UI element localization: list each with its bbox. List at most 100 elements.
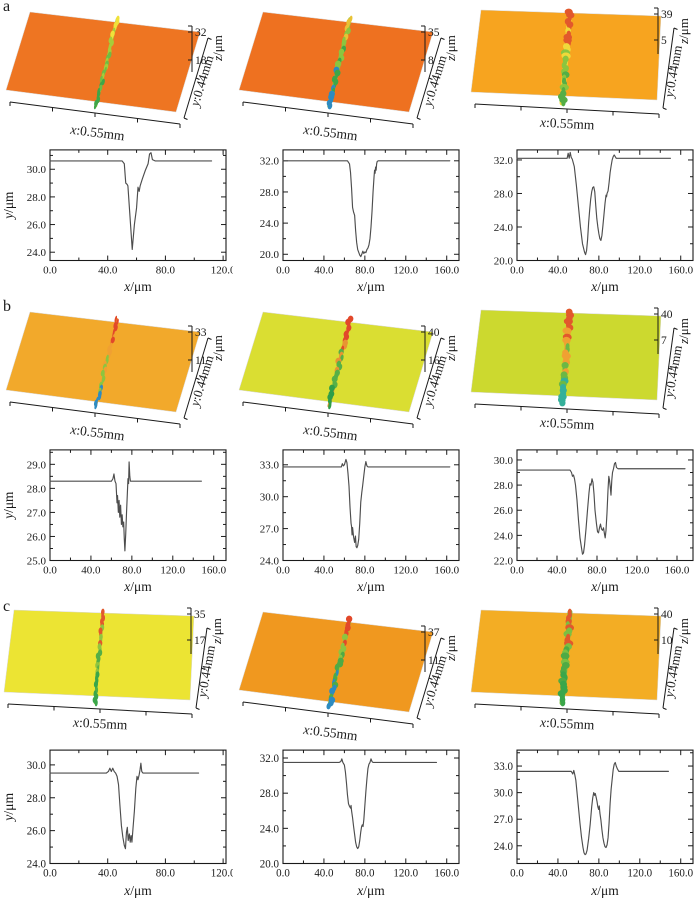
x-tick-label: 0.0 <box>43 564 57 576</box>
z-tick-label: 18 <box>195 55 207 67</box>
y-tick-label: 24.0 <box>260 218 280 230</box>
y-tick-label: 30.0 <box>27 164 47 176</box>
x-axis-title: x/μm <box>357 883 386 898</box>
figure-row-b: b x:0.55mm y:0.44mm 33 11 z/μm 0.0 40.0 80.0 12… <box>0 298 700 600</box>
y-extent-label: y:0.44mm <box>660 44 684 100</box>
x-tick-label: 40.0 <box>548 264 568 276</box>
x-extent-label: x:0.55mm <box>302 122 359 142</box>
y-tick-label: 30.0 <box>493 788 513 800</box>
z-axis-title: z/μm <box>443 635 458 662</box>
x-tick-label: 120.0 <box>394 868 419 880</box>
x-tick-label: 80.0 <box>156 868 176 880</box>
z-tick-label: 7 <box>661 335 667 347</box>
y-tick-label: 26.0 <box>27 531 47 543</box>
x-tick-label: 0.0 <box>510 264 524 276</box>
z-tick-label: 10 <box>661 635 673 647</box>
x-tick-label: 160.0 <box>668 868 693 880</box>
y-tick-label: 24.0 <box>27 858 47 870</box>
profile-plot-2d-a1: 0.0 40.0 80.0 120.0 24.0 26.0 28.0 30.0 x/μm y/μm <box>1 149 233 294</box>
plot-frame <box>49 749 227 865</box>
scratch-groove <box>557 608 574 707</box>
x-tick-label: 40.0 <box>315 264 335 276</box>
y-tick-label: 25.0 <box>27 556 47 568</box>
plot-frame <box>516 449 694 562</box>
y-extent-label: y:0.44mm <box>194 644 218 700</box>
y-tick-label: 24.0 <box>260 823 280 835</box>
tick-marks <box>282 750 460 865</box>
profile-line <box>516 761 669 856</box>
tick-marks <box>516 750 693 864</box>
x-extent-label: x:0.55mm <box>302 422 359 442</box>
y-extent-label: y:0.44mm <box>660 644 684 700</box>
profile-plot-2d-a2: 0.0 40.0 80.0 120.0 160.0 20.0 24.0 28.0 32.0 x/μ… <box>260 149 460 294</box>
y-tick-label: 20.0 <box>260 858 280 870</box>
x-axis-3d <box>7 703 193 718</box>
z-tick-label: 35 <box>194 609 206 621</box>
profile-line <box>516 151 671 256</box>
panel-a3: x:0.55mm y:0.44mm 39 5 z/μm 0.0 40.0 80.0 120.0… <box>467 0 700 300</box>
z-axis-title: z/μm <box>210 335 225 362</box>
z-tick-label: 11 <box>428 655 439 667</box>
z-axis-title: z/μm <box>209 618 224 645</box>
x-axis-title: x/μm <box>123 883 152 898</box>
x-tick-label: 120.0 <box>211 264 233 276</box>
x-extent-label: x:0.55mm <box>69 422 126 442</box>
y-tick-label: 30.0 <box>27 760 47 772</box>
profile-plot-2d-b2: 0.0 40.0 80.0 120.0 160.0 24.0 27.0 30.0 33.0 x/μ… <box>260 449 460 594</box>
z-axis-3d <box>653 607 659 654</box>
plot-frame <box>282 749 460 865</box>
x-axis-3d <box>474 103 660 118</box>
panel-c1: x:0.55mm y:0.44mm 35 17 z/μm 0.0 40.0 80.0 120.… <box>0 600 233 904</box>
z-tick-label: 5 <box>661 35 667 47</box>
scratch-groove <box>557 308 574 407</box>
x-extent-label: x:0.55mm <box>538 415 595 433</box>
scratch-groove <box>93 15 120 110</box>
x-tick-label: 40.0 <box>315 564 335 576</box>
x-tick-label: 160.0 <box>664 564 689 576</box>
x-axis-3d <box>474 703 660 718</box>
x-axis-3d <box>242 701 414 728</box>
y-tick-label: 30.0 <box>493 455 513 467</box>
y-axis-3d <box>662 627 678 710</box>
y-extent-label: y:0.44mm <box>660 344 684 400</box>
x-tick-label: 120.0 <box>627 264 652 276</box>
z-axis-3d <box>421 625 426 672</box>
x-tick-label: 0.0 <box>510 564 524 576</box>
x-tick-label: 120.0 <box>160 564 185 576</box>
z-axis-3d <box>653 7 659 54</box>
panel-a2: x:0.55mm y:0.44mm 35 8 z/μm 0.0 40.0 80.0 120.0… <box>233 0 466 300</box>
x-tick-label: 40.0 <box>81 564 101 576</box>
y-tick-label: 28.0 <box>27 483 47 495</box>
tick-marks <box>282 149 460 261</box>
y-tick-label: 32.0 <box>260 753 280 765</box>
plot-frame <box>282 449 460 562</box>
z-tick-label: 32 <box>195 27 207 39</box>
x-axis-3d <box>242 101 414 128</box>
surface-plot-3d-c1: x:0.55mm y:0.44mm 35 17 z/μm <box>3 607 224 732</box>
y-tick-label: 33.0 <box>493 761 513 773</box>
x-axis-title: x/μm <box>590 883 619 898</box>
tick-marks <box>516 449 693 561</box>
y-tick-label: 22.0 <box>493 556 513 568</box>
figure-row-a: a x:0.55mm y:0.44mm 32 18 z/μm 0.0 40.0 80.0 12… <box>0 0 700 300</box>
panel-a1: x:0.55mm y:0.44mm 32 18 z/μm 0.0 40.0 80.0 120.… <box>0 0 233 300</box>
z-tick-label: 35 <box>428 27 440 39</box>
y-tick-label: 20.0 <box>493 256 513 268</box>
x-axis-3d <box>9 401 181 428</box>
x-tick-label: 160.0 <box>668 264 693 276</box>
plot-frame <box>49 149 227 262</box>
z-tick-label: 37 <box>428 627 440 639</box>
y-tick-label: 20.0 <box>260 249 280 261</box>
profile-line <box>516 461 686 555</box>
x-tick-label: 80.0 <box>356 564 376 576</box>
y-tick-label: 26.0 <box>27 220 47 232</box>
x-tick-label: 40.0 <box>548 868 568 880</box>
z-axis-title: z/μm <box>676 18 691 45</box>
x-extent-label: x:0.55mm <box>538 715 595 733</box>
x-tick-label: 160.0 <box>435 264 460 276</box>
y-tick-label: 27.0 <box>493 814 513 826</box>
